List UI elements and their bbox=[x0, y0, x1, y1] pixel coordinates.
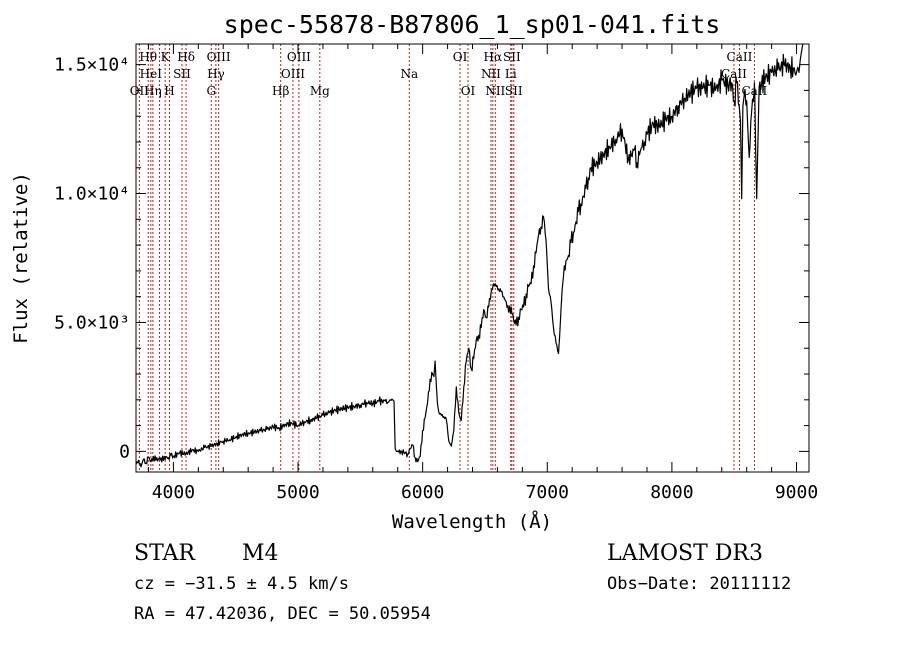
spectral-line-label: HeI bbox=[140, 67, 163, 81]
x-tick-label: 8000 bbox=[650, 482, 693, 503]
spectral-line-label: H bbox=[164, 84, 174, 98]
spectral-line-label: Hα bbox=[484, 50, 503, 64]
spectral-line-label: Mg bbox=[310, 84, 330, 98]
redshift-info: cz = −31.5 ± 4.5 km/s bbox=[134, 574, 349, 594]
object-class: STAR bbox=[134, 541, 196, 566]
spectral-line-label: NII bbox=[485, 84, 505, 98]
spectral-line-label: K bbox=[161, 50, 171, 64]
survey-name: LAMOST DR3 bbox=[607, 541, 763, 566]
spectral-line-label: SII bbox=[503, 50, 521, 64]
y-axis-label: Flux (relative) bbox=[10, 172, 32, 344]
spectral-line-label: OII bbox=[130, 84, 150, 98]
spectral-line-label: CaII bbox=[727, 50, 753, 64]
spectral-line-label: OIII bbox=[281, 67, 305, 81]
x-tick-label: 9000 bbox=[775, 482, 818, 503]
object-subclass: M4 bbox=[242, 541, 279, 566]
spectral-line-label: OIII bbox=[287, 50, 311, 64]
x-tick-label: 6000 bbox=[401, 482, 444, 503]
spectral-line-label: Hδ bbox=[177, 50, 195, 64]
spectral-line-label: Hγ bbox=[207, 67, 225, 81]
x-axis-label: Wavelength (Å) bbox=[392, 510, 552, 533]
spectral-line-labels: OII Hθ HeI Hη K H SII Hδ G Hγ OIII Hβ OIII OIII Mg Na OI… bbox=[130, 50, 768, 98]
spectral-line-label: OI bbox=[453, 50, 468, 64]
spectral-line-label: Hθ bbox=[139, 50, 157, 64]
coordinates: RA = 47.42036, DEC = 50.05954 bbox=[134, 604, 431, 624]
obs-date: Obs−Date: 20111112 bbox=[607, 574, 791, 594]
x-tick-label: 4000 bbox=[152, 482, 195, 503]
spectral-line-label: Li bbox=[505, 67, 517, 81]
spectrum-line-0 bbox=[135, 43, 804, 468]
y-tick-label: 5.0×10³ bbox=[54, 312, 130, 333]
spectral-line-label: NII bbox=[481, 67, 501, 81]
spectral-line-label: Hβ bbox=[272, 84, 289, 98]
spectral-line-label: CaII bbox=[721, 67, 747, 81]
spectral-line-label: OIII bbox=[207, 50, 231, 64]
y-tick-label: 0 bbox=[119, 441, 130, 462]
y-tick-label: 1.0×10⁴ bbox=[54, 184, 130, 205]
spectral-lines bbox=[138, 44, 755, 472]
spectral-line-label: SII bbox=[173, 67, 191, 81]
spectral-line-label: OI bbox=[461, 84, 476, 98]
plot-frame bbox=[135, 43, 810, 473]
x-tick-label: 7000 bbox=[526, 482, 569, 503]
y-axis-ticks: 0 5.0×10³ 1.0×10⁴ 1.5×10⁴ bbox=[54, 55, 809, 462]
x-tick-label: 5000 bbox=[276, 482, 319, 503]
chart-title: spec-55878-B87806_1_sp01-041.fits bbox=[224, 10, 721, 39]
y-tick-label: 1.5×10⁴ bbox=[54, 55, 130, 76]
spectral-line-label: G bbox=[206, 84, 216, 98]
spectral-line-label: CaII bbox=[741, 84, 767, 98]
spectral-line-label: SII bbox=[505, 84, 523, 98]
spectral-line-label: Hη bbox=[144, 84, 162, 98]
spectral-line-label: Na bbox=[400, 67, 418, 81]
x-axis-ticks: 4000 5000 6000 7000 8000 9000 bbox=[147, 44, 818, 503]
spectrum-series bbox=[135, 43, 804, 468]
